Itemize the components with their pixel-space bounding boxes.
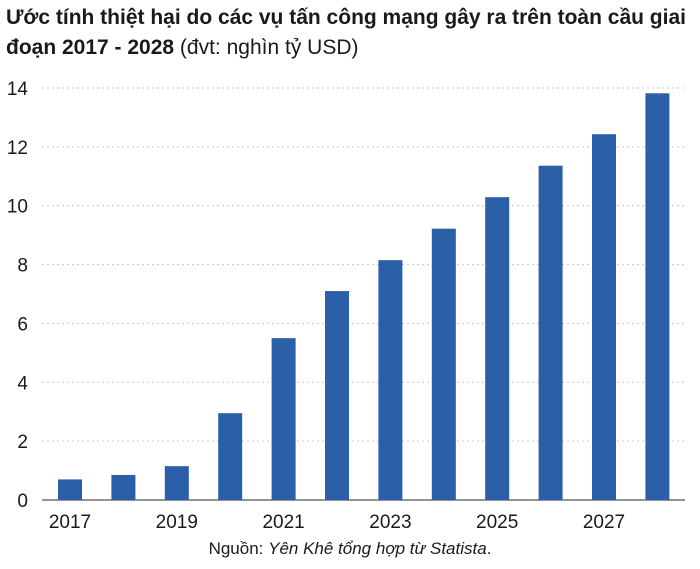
y-tick-label: 10 [7, 197, 28, 218]
y-tick-label: 0 [17, 491, 28, 512]
x-tick-label: 2025 [476, 512, 518, 533]
chart-title-unit: (đvt: nghìn tỷ USD) [174, 36, 359, 59]
bar-2025 [485, 197, 510, 500]
bar-2020 [218, 413, 243, 500]
chart-title: Ước tính thiệt hại do các vụ tấn công mạ… [6, 3, 696, 63]
x-tick-label: 2023 [369, 512, 411, 533]
bars [58, 93, 670, 501]
source-note: Nguồn: Yên Khê tổng hợp từ Statista. [0, 539, 700, 559]
bar-2023 [378, 260, 403, 500]
y-tick-label: 2 [17, 432, 28, 453]
source-suffix: . [486, 539, 492, 558]
x-tick-label: 2027 [583, 512, 625, 533]
x-tick-label: 2019 [156, 512, 198, 533]
y-axis-ticks: 0 2 4 6 8 10 12 14 [7, 79, 29, 512]
bar-2018 [111, 474, 136, 500]
grid-lines [42, 87, 685, 501]
chart-title-main: Ước tính thiệt hại do các vụ tấn công mạ… [6, 6, 686, 59]
bar-2024 [431, 228, 456, 500]
x-tick-label: 2021 [262, 512, 304, 533]
y-tick-label: 14 [7, 79, 29, 100]
bar-2017 [58, 479, 82, 500]
bar-2022 [325, 291, 349, 500]
x-tick-label: 2017 [49, 512, 91, 533]
x-axis-ticks: 2017 2019 2021 2023 2025 2027 [49, 512, 625, 533]
y-tick-label: 6 [17, 314, 28, 335]
y-tick-label: 12 [7, 138, 28, 159]
y-tick-label: 8 [17, 256, 28, 277]
source-prefix: Nguồn: [208, 539, 269, 558]
bar-2027 [592, 134, 616, 500]
bar-2028 [645, 93, 670, 500]
bar-2021 [271, 338, 296, 500]
bar-2019 [164, 466, 189, 500]
y-tick-label: 4 [17, 373, 28, 394]
bar-2026 [538, 165, 563, 501]
source-text: Yên Khê tổng hợp từ Statista [268, 539, 487, 558]
